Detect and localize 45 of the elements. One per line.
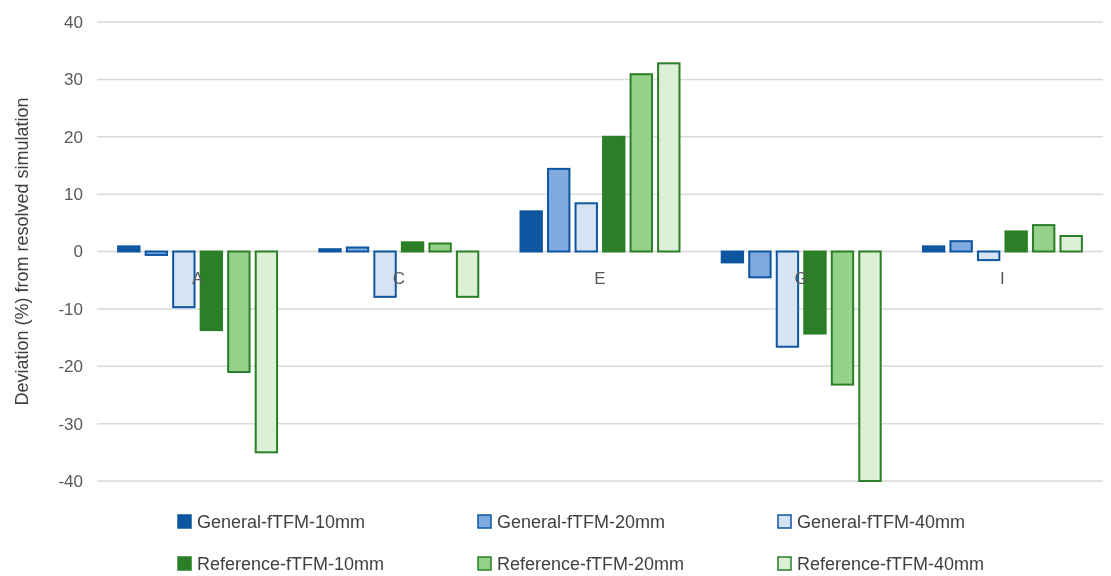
bar [254,250,279,454]
x-tick-label: E [594,268,606,288]
bar [345,246,370,253]
y-tick-label: -30 [58,414,83,434]
bar [602,135,626,253]
x-tick-label: I [1000,268,1005,288]
y-tick-label: -20 [58,357,83,377]
legend-label: Reference-fTFM-40mm [797,554,985,575]
bar [858,250,882,482]
bar [657,62,681,253]
bar [1059,235,1083,253]
legend-label: Reference-fTFM-20mm [497,554,685,575]
bar [830,250,855,386]
y-tick-label: 10 [64,185,83,205]
bar [519,210,543,253]
bar [318,248,342,253]
bar [1004,230,1028,253]
x-tick-label: A [191,268,204,288]
bar [428,242,452,253]
bar [720,250,745,264]
bar [227,250,251,373]
bar [1031,224,1056,253]
legend-label: General-fTFM-10mm [197,512,366,533]
bar [455,250,480,298]
y-axis-title: Deviation (%) from resolved simulation [12,97,32,406]
y-tick-label: 0 [73,242,83,262]
legend-label: General-fTFM-40mm [797,512,966,533]
y-tick-label: 30 [64,70,83,90]
legend-label: Reference-fTFM-10mm [197,554,385,575]
x-tick-label: G [794,268,808,288]
bar [400,241,425,253]
bar [921,245,946,253]
bar [574,202,598,253]
bar [976,250,1001,262]
bar [117,245,141,253]
y-tick-label: 20 [64,127,83,147]
bar [949,240,973,253]
legend-label: General-fTFM-20mm [497,512,666,533]
y-tick-label: 40 [64,12,83,32]
y-tick-label: -40 [58,471,83,491]
bar [629,73,653,253]
y-tick-label: -10 [58,299,83,319]
bar [547,167,571,253]
bar [748,250,772,279]
bar [144,250,169,256]
